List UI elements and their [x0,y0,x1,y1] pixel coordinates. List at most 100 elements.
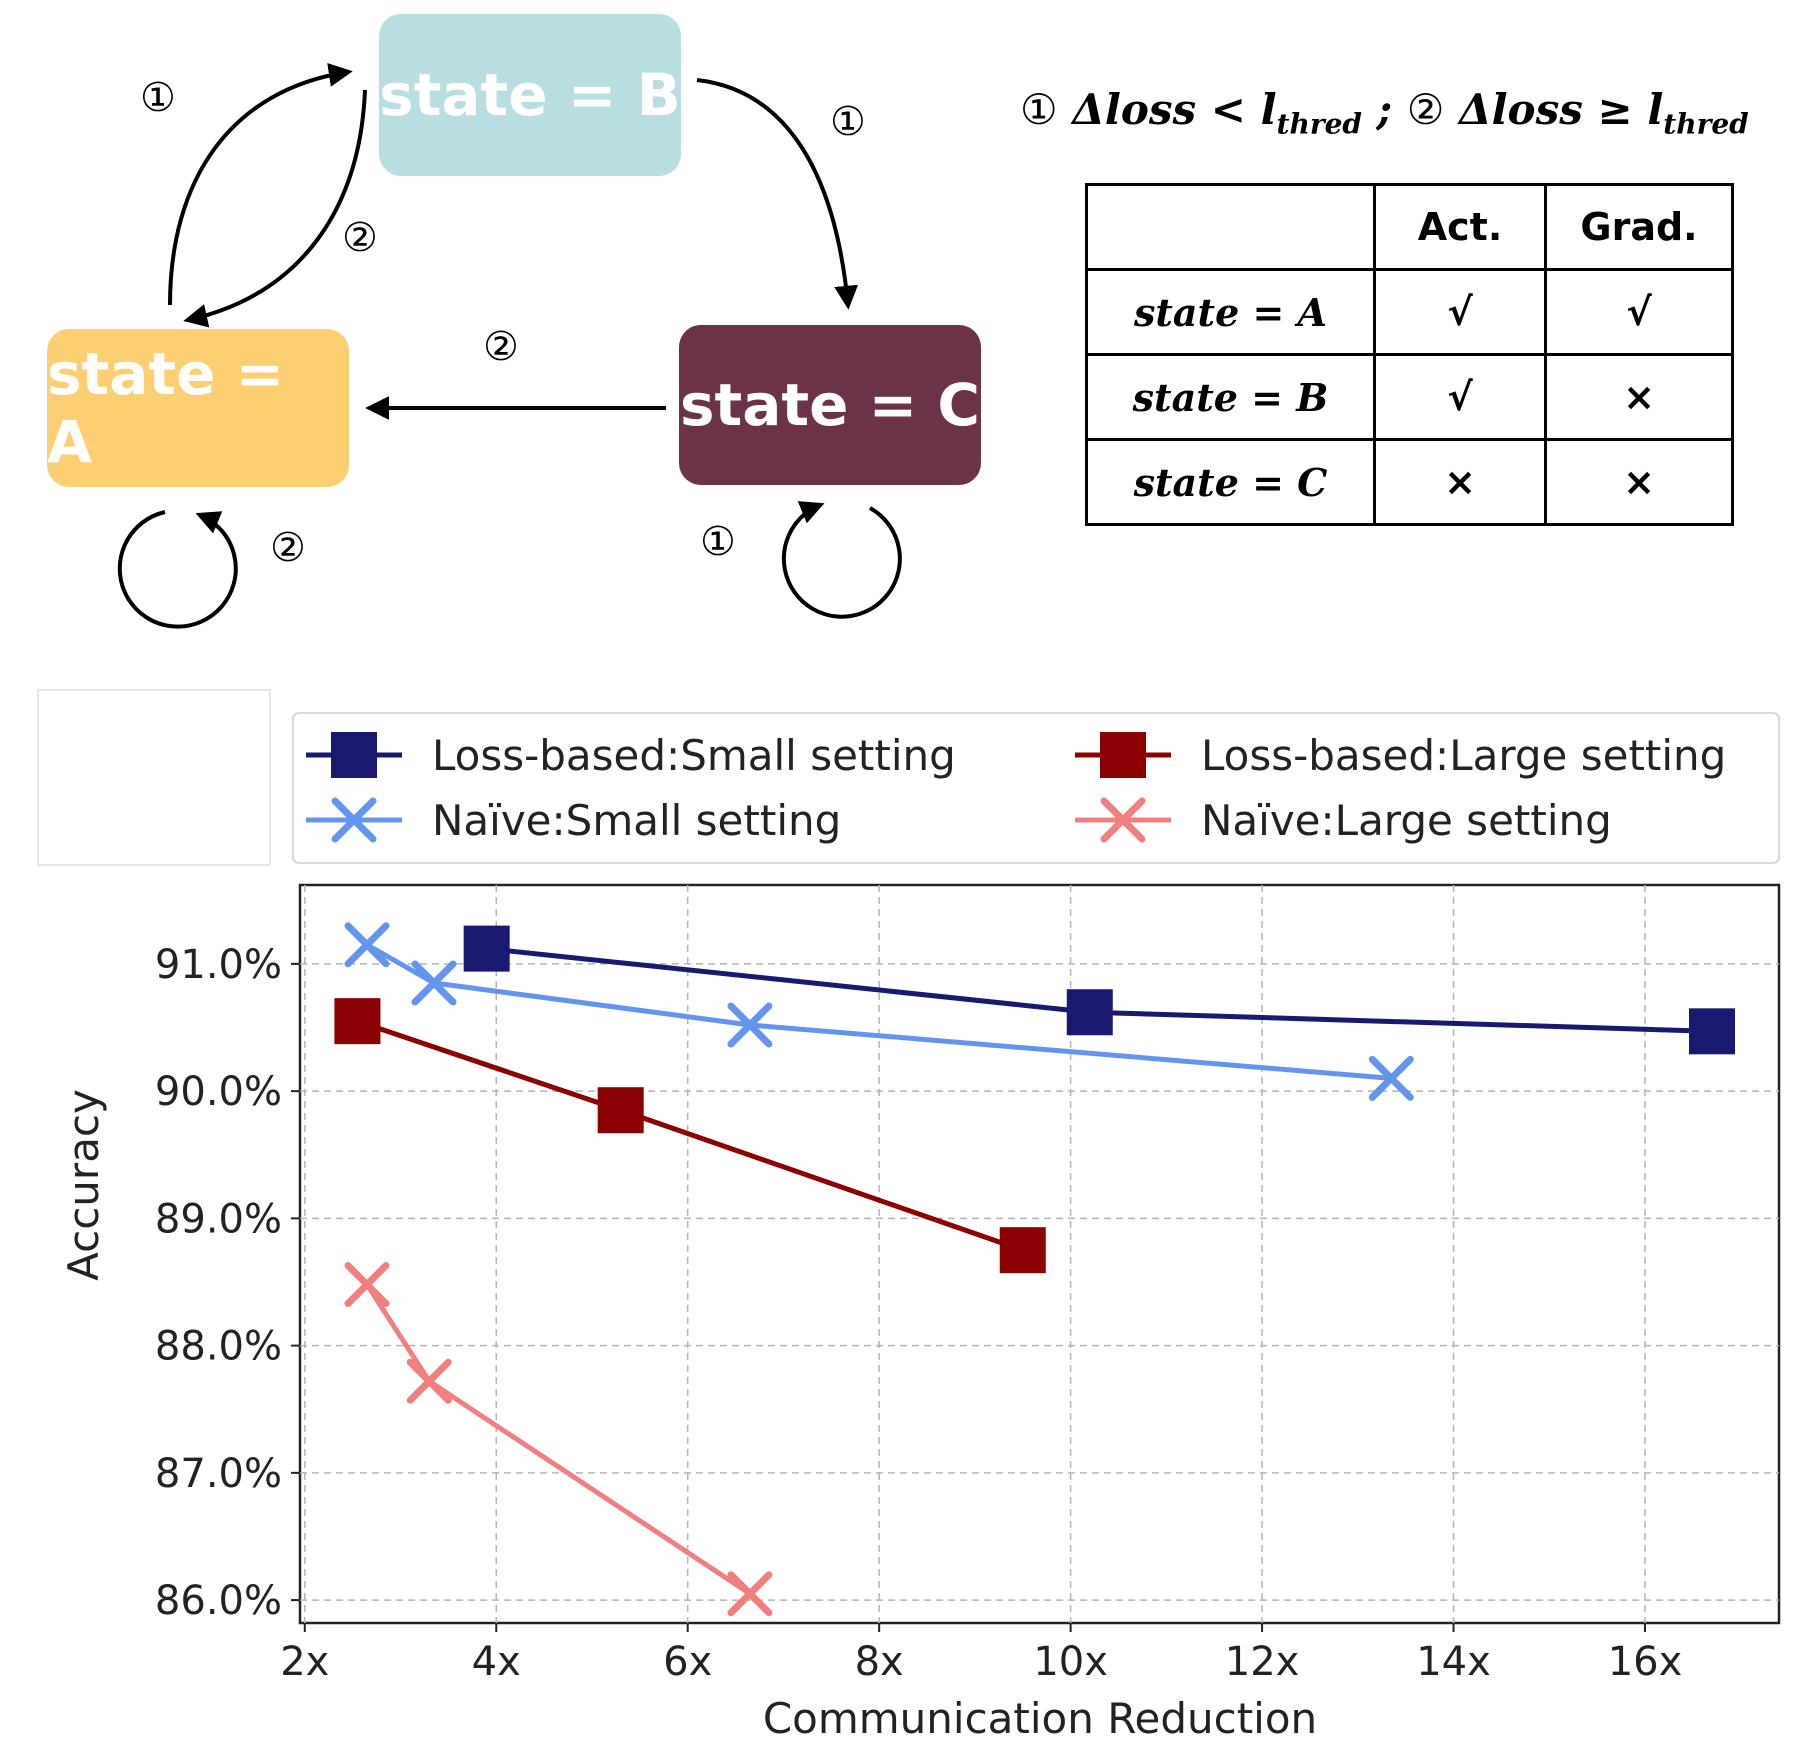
y-tick-label: 87.0% [155,1451,282,1497]
table-cell-act: √ [1373,353,1547,441]
x-tick-label: 2x [280,1639,329,1685]
data-point [344,1262,390,1308]
series-group [334,998,1046,1274]
legend-label: Loss-based:Small setting [432,731,956,780]
axis-ticks: 2x 4x 6x 8x 10x 12x 14x 16x 86.0% 87.0% 88.0% 89.0%… [155,942,1682,1685]
condition-two-lhs: Δloss [1459,85,1583,134]
legend-marker [1100,797,1146,843]
data-point [727,1571,773,1617]
table-row: state = B √ × [1085,353,1734,441]
state-diagram [117,63,902,629]
data-point [597,1087,644,1134]
legend-label: Naïve:Large setting [1201,796,1612,845]
legend-marker [331,732,377,778]
marker-one-a-to-b: ① [140,75,176,121]
data-point [344,922,390,968]
state-b-box: state = B [379,14,681,176]
y-axis-label: Accuracy [59,1089,108,1281]
condition-one-rhs: l [1260,85,1277,134]
state-table: Act. Grad. state = A √ √ state = B √ × s… [1085,183,1734,526]
state-c-box: state = C [679,325,981,485]
state-a-box: state = A [47,329,349,487]
plot-area [298,883,1781,1625]
marker-two-c-to-a: ② [483,324,519,370]
series-line [364,1283,752,1596]
table-cell-grad: × [1544,353,1734,441]
table-header-row: Act. Grad. [1085,183,1734,271]
data-point [406,1358,452,1404]
table-row: state = C × × [1085,438,1734,526]
data-point [1066,989,1113,1036]
legend-marker [1100,732,1146,778]
y-tick-label: 91.0% [155,942,282,988]
x-axis-label: Communication Reduction [763,1694,1317,1741]
marker-two-self-a: ② [270,525,306,571]
arrow-b-to-a [183,89,367,328]
legend-entry: Loss-based:Large setting [1075,731,1726,780]
series-line [356,1018,1024,1253]
condition-two-sub: thred [1663,107,1749,141]
series-group [344,1262,773,1617]
legend-entry: Naïve:Small setting [306,796,841,845]
chart-legend [292,712,1780,864]
data-point [999,1227,1046,1274]
self-loop-a [117,510,238,629]
marker-one-self-c: ① [700,519,736,565]
table-cell-state: state = B [1085,353,1376,441]
x-tick-label: 12x [1225,1639,1300,1685]
condition-one-sub: thred [1276,107,1362,141]
legend-entry: Naïve:Large setting [1075,796,1612,845]
x-tick-label: 10x [1033,1639,1108,1685]
condition-one-symbol: ① [1020,85,1058,134]
table-header-act: Act. [1373,183,1547,271]
y-tick-label: 89.0% [155,1196,282,1242]
arrow-b-to-c [696,78,859,310]
table-cell-act: × [1373,438,1547,526]
condition-two-rhs: l [1647,85,1664,134]
legend-side-frame [37,689,271,866]
data-point [1688,1008,1735,1055]
series-line [365,942,1392,1081]
table-header-grad: Grad. [1544,183,1734,271]
data-point [334,998,381,1045]
legend-marker [331,797,377,843]
arrow-a-to-b [168,63,353,306]
table-cell-grad: √ [1544,268,1734,356]
accuracy-chart: Loss-based:Small setting Naïve:Small sett… [37,689,1781,1741]
legend-entry: Loss-based:Small setting [306,731,956,780]
table-cell-state: state = C [1085,438,1376,526]
condition-legend: ① Δloss < lthred ; ② Δloss ≥ lthred [1020,85,1749,140]
table-header-cell [1085,183,1376,271]
condition-one-op: < [1196,85,1261,134]
condition-two-op: ≥ [1582,85,1648,134]
data-point [463,925,510,972]
y-tick-label: 88.0% [155,1324,282,1370]
x-tick-label: 6x [663,1639,712,1685]
x-tick-label: 16x [1608,1639,1683,1685]
data-point [1368,1055,1414,1101]
table-cell-state: state = A [1085,268,1376,356]
gridlines [300,885,1779,1623]
legend-label: Loss-based:Large setting [1201,731,1726,780]
condition-one-lhs: Δloss [1072,85,1197,134]
x-tick-label: 8x [855,1639,904,1685]
series-layer [334,922,1735,1617]
series-group [344,922,1414,1101]
condition-separator: ; [1361,85,1407,134]
table-row: state = A √ √ [1085,268,1734,356]
x-tick-label: 14x [1416,1639,1491,1685]
y-tick-label: 90.0% [155,1069,282,1115]
legend-items: Loss-based:Small setting Naïve:Small sett… [306,731,1726,845]
marker-two-b-to-a: ② [342,215,378,261]
condition-two-symbol: ② [1406,85,1445,134]
table-cell-act: √ [1373,268,1547,356]
table-cell-grad: × [1544,438,1734,526]
series-group [463,925,1735,1055]
x-tick-label: 4x [472,1639,521,1685]
marker-one-b-to-c: ① [830,99,866,145]
legend-label: Naïve:Small setting [432,796,841,845]
data-point [411,960,457,1006]
data-point [727,1002,773,1048]
self-loop-c [781,501,902,619]
y-tick-label: 86.0% [155,1578,282,1624]
